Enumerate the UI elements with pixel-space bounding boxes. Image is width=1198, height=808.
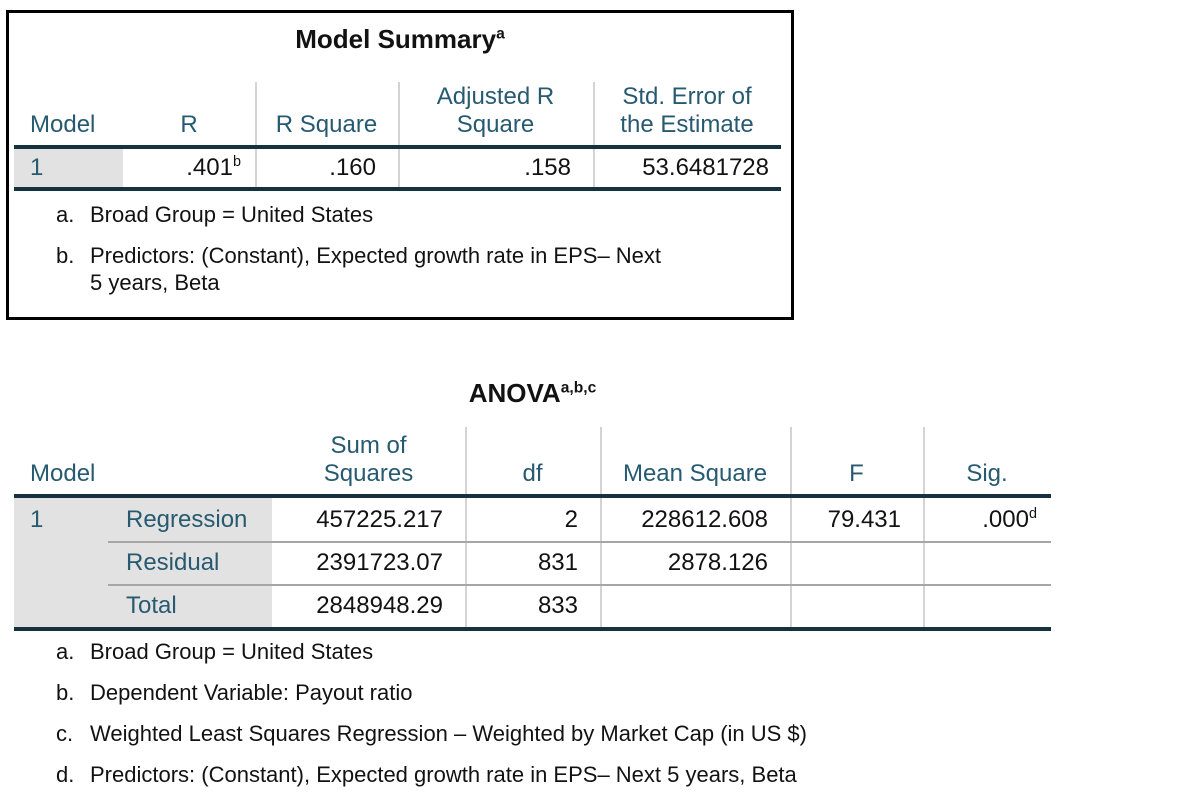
footnote-text: Dependent Variable: Payout ratio — [90, 680, 413, 705]
ms-rule-bottom — [14, 187, 781, 191]
anova-cell-label-regression: Regression — [126, 506, 248, 533]
anova-gridline-2 — [600, 427, 602, 627]
anova-cell-label-total: Total — [126, 592, 177, 619]
anova-sig-sup: d — [1028, 506, 1037, 522]
anova-cell-regression-sig: .000d — [923, 498, 1051, 541]
anova-header-sum-of-squares: Sum of Squares — [323, 432, 414, 487]
anova-cell-regression-f: 79.431 — [827, 506, 901, 533]
ms-gridline-1 — [255, 82, 257, 187]
anova-cell-residual-sig — [923, 541, 1051, 584]
ms-stub-shading — [14, 149, 123, 187]
anova-cell-total-f — [790, 584, 923, 627]
ms-header-std-error: Std. Error of the Estimate — [620, 83, 754, 138]
footnote-text: Broad Group = United States — [90, 639, 374, 664]
anova-header-model: Model — [30, 460, 96, 487]
anova-gridline-1 — [465, 427, 467, 627]
anova-header-sig: Sig. — [966, 460, 1008, 487]
anova-footnote-a: a. Broad Group = United States — [56, 638, 1136, 665]
footnote-marker: c. — [56, 721, 74, 746]
anova-header-row: Model Sum of Squares df Mean Square F Si… — [14, 420, 1051, 494]
model-summary-title-sup: a — [496, 25, 505, 43]
footnote-marker: a. — [56, 202, 75, 227]
ms-gridline-2 — [398, 82, 400, 187]
anova-cell-regression-ss: 457225.217 — [316, 506, 443, 533]
anova-stub-shading — [14, 498, 272, 627]
ms-rule-top — [14, 145, 781, 149]
ms-gridline-3 — [593, 82, 595, 187]
anova-header-df: df — [522, 460, 543, 487]
footnote-text: Weighted Least Squares Regression – Weig… — [90, 721, 807, 746]
anova-cell-total-sig — [923, 584, 1051, 627]
anova-cell-regression-df: 2 — [564, 506, 578, 533]
anova-sig-value: .000 — [982, 506, 1029, 533]
ms-header-adj-r-square: Adjusted R Square — [436, 83, 555, 138]
footnote-marker: b. — [56, 243, 75, 268]
anova-title-sup: a,b,c — [560, 379, 597, 397]
anova-cell-total-ss: 2848948.29 — [316, 592, 443, 619]
anova-row-separator-2 — [108, 584, 1051, 586]
anova-footnote-b: b. Dependent Variable: Payout ratio — [56, 679, 1136, 706]
anova-title-text: ANOVA — [468, 378, 561, 408]
anova-rule-top — [14, 494, 1051, 498]
ms-footnote-a: a. Broad Group = United States — [56, 201, 676, 228]
anova-cell-residual-ms: 2878.126 — [667, 549, 768, 576]
anova-header-mean-square: Mean Square — [622, 460, 768, 487]
model-summary-header-row: Model R R Square Adjusted R Square Std. … — [14, 82, 781, 145]
anova-cell-residual-f — [790, 541, 923, 584]
anova-cell-regression-ms: 228612.608 — [641, 506, 768, 533]
anova-gridline-4 — [923, 427, 925, 627]
ms-footnote-b: b. Predictors: (Constant), Expected grow… — [56, 242, 676, 296]
anova-cell-residual-ss: 2391723.07 — [316, 549, 443, 576]
footnote-text: Predictors: (Constant), Expected growth … — [90, 762, 797, 787]
model-summary-box — [6, 10, 794, 320]
anova-title: ANOVAa,b,c — [14, 378, 1051, 409]
anova-cell-empty — [14, 541, 108, 584]
anova-gridline-3 — [790, 427, 792, 627]
anova-cell-residual-df: 831 — [537, 549, 578, 576]
model-summary-title-text: Model Summary — [295, 24, 497, 54]
ms-header-r: R — [180, 111, 198, 138]
ms-cell-r-square: .160 — [329, 154, 376, 181]
anova-cell-empty — [14, 584, 108, 627]
anova-cell-label-residual: Residual — [126, 549, 220, 576]
anova-cell-total-df: 833 — [537, 592, 578, 619]
footnote-text: Predictors: (Constant), Expected growth … — [90, 243, 662, 295]
footnote-marker: b. — [56, 680, 75, 705]
ms-cell-model: 1 — [30, 154, 44, 181]
ms-cell-r-value: .401 — [186, 154, 233, 181]
ms-cell-r-sup: b — [232, 154, 241, 170]
ms-cell-r: .401b — [123, 149, 255, 187]
anova-row-separator-1 — [108, 541, 1051, 543]
footnote-marker: a. — [56, 639, 75, 664]
model-summary-footnotes: a. Broad Group = United States b. Predic… — [56, 201, 676, 310]
anova-data-rows: 1 Regression 457225.217 2 228612.608 79.… — [14, 498, 1051, 627]
ms-cell-adj-r-square: .158 — [524, 154, 571, 181]
ms-header-r-square: R Square — [275, 111, 378, 138]
ms-header-model: Model — [30, 111, 96, 138]
anova-header-f: F — [849, 460, 864, 487]
anova-cell-total-ms — [600, 584, 790, 627]
anova-cell-model: 1 — [30, 506, 44, 533]
anova-footnote-c: c. Weighted Least Squares Regression – W… — [56, 720, 1136, 747]
model-summary-data-row: 1 .401b .160 .158 53.6481728 — [14, 149, 781, 187]
anova-footnotes: a. Broad Group = United States b. Depend… — [56, 638, 1136, 802]
anova-rule-bottom — [14, 627, 1051, 631]
footnote-marker: d. — [56, 762, 75, 787]
footnote-text: Broad Group = United States — [90, 202, 374, 227]
model-summary-title: Model Summarya — [6, 24, 794, 55]
anova-footnote-d: d. Predictors: (Constant), Expected grow… — [56, 761, 1136, 788]
ms-cell-std-error: 53.6481728 — [642, 154, 769, 181]
